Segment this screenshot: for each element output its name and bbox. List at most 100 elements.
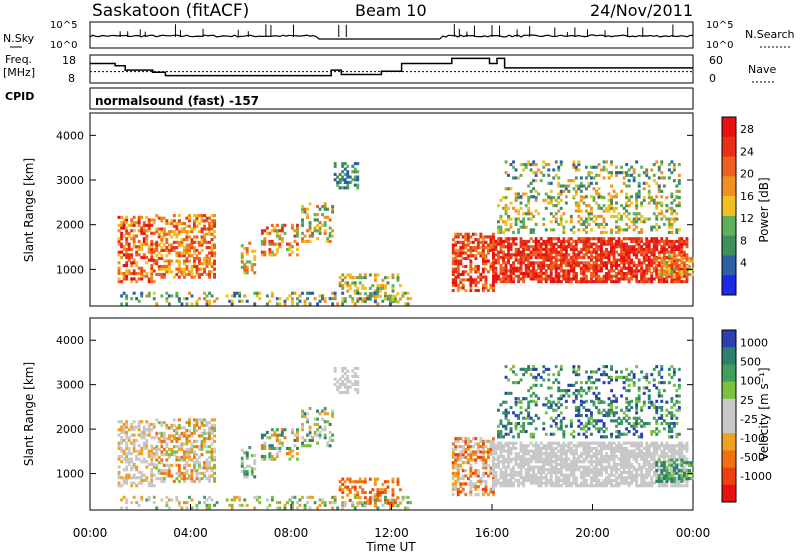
echo-cell <box>662 250 666 254</box>
echo-cell <box>547 460 551 464</box>
echo-cell <box>180 458 184 462</box>
echo-cell <box>620 462 623 466</box>
echo-cell <box>481 283 485 287</box>
echo-cell <box>650 481 654 485</box>
echo-cell <box>610 274 613 278</box>
echo-cell <box>620 449 623 453</box>
echo-cell <box>667 239 671 243</box>
echo-cell <box>514 237 518 241</box>
echo-cell <box>198 240 201 244</box>
echo-cell <box>625 184 629 188</box>
station-title: Saskatoon (fitACF) <box>92 1 249 21</box>
echo-cell <box>130 253 134 257</box>
echo-cell <box>356 366 360 370</box>
echo-cell <box>559 468 563 472</box>
echo-cell <box>150 468 154 472</box>
echo-cell <box>670 171 674 175</box>
echo-cell <box>275 302 279 306</box>
echo-cell <box>125 269 129 273</box>
echo-cell <box>532 272 536 276</box>
echo-cell <box>600 269 603 273</box>
echo-cell <box>544 280 548 284</box>
echo-cell <box>155 246 159 250</box>
echo-cell <box>396 276 400 280</box>
echo-cell <box>524 242 528 246</box>
echo-cell <box>509 476 513 480</box>
echo-cell <box>670 266 674 270</box>
echo-cell <box>481 267 485 271</box>
echo-cell <box>492 286 495 290</box>
echo-cell <box>494 444 498 448</box>
echo-cell <box>554 473 558 477</box>
echo-cell <box>507 462 510 466</box>
echo-cell <box>130 237 134 241</box>
echo-cell <box>356 380 360 384</box>
echo-cell <box>200 477 204 481</box>
echo-cell <box>165 453 169 457</box>
echo-cell <box>595 173 598 177</box>
echo-cell <box>577 465 581 469</box>
echo-cell <box>595 261 598 265</box>
echo-cell <box>140 481 144 485</box>
echo-cell <box>348 286 352 290</box>
echo-cell <box>489 264 493 268</box>
echo-cell <box>381 286 385 290</box>
echo-cell <box>147 425 151 429</box>
echo-cell <box>313 433 317 437</box>
echo-cell <box>183 479 186 483</box>
echo-cell <box>120 446 124 450</box>
echo-cell <box>160 246 164 250</box>
echo-cell <box>637 465 641 469</box>
echo-cell <box>612 457 616 461</box>
echo-cell <box>213 219 216 223</box>
echo-cell <box>175 439 179 443</box>
echo-cell <box>479 275 483 279</box>
echo-cell <box>303 302 307 306</box>
echo-cell <box>117 481 121 485</box>
echo-cell <box>195 264 199 268</box>
echo-cell <box>632 473 636 477</box>
echo-cell <box>635 478 639 482</box>
echo-cell <box>665 270 669 274</box>
echo-cell <box>507 454 510 458</box>
echo-cell <box>333 501 337 505</box>
echo-cell <box>122 438 126 442</box>
echo-cell <box>296 229 299 233</box>
echo-cell <box>670 209 674 213</box>
echo-cell <box>507 253 510 257</box>
echo-cell <box>245 451 249 455</box>
echo-cell <box>356 291 360 295</box>
echo-cell <box>642 473 646 477</box>
echo-cell <box>660 465 664 469</box>
echo-cell <box>481 461 485 465</box>
echo-cell <box>346 164 350 168</box>
echo-cell <box>549 280 553 284</box>
echo-cell <box>185 471 189 475</box>
echo-cell <box>489 442 493 446</box>
echo-cell <box>557 454 561 458</box>
echo-cell <box>559 280 563 284</box>
echo-cell <box>534 478 538 482</box>
echo-cell <box>524 470 528 474</box>
echo-cell <box>210 458 214 462</box>
echo-cell <box>127 256 131 260</box>
echo-cell <box>605 266 608 270</box>
echo-cell <box>193 256 196 260</box>
echo-cell <box>600 452 603 456</box>
echo-cell <box>152 297 156 301</box>
echo-cell <box>142 229 146 233</box>
echo-cell <box>579 209 583 213</box>
echo-cell <box>157 477 161 481</box>
echo-cell <box>607 237 611 241</box>
echo-cell <box>625 462 629 466</box>
echo-cell <box>343 162 347 166</box>
echo-cell <box>680 275 684 279</box>
echo-cell <box>494 473 498 477</box>
echo-cell <box>265 506 269 510</box>
echo-cell <box>544 274 548 278</box>
echo-cell <box>670 206 674 210</box>
echo-cell <box>645 460 649 464</box>
echo-cell <box>160 219 164 223</box>
echo-cell <box>557 209 561 213</box>
